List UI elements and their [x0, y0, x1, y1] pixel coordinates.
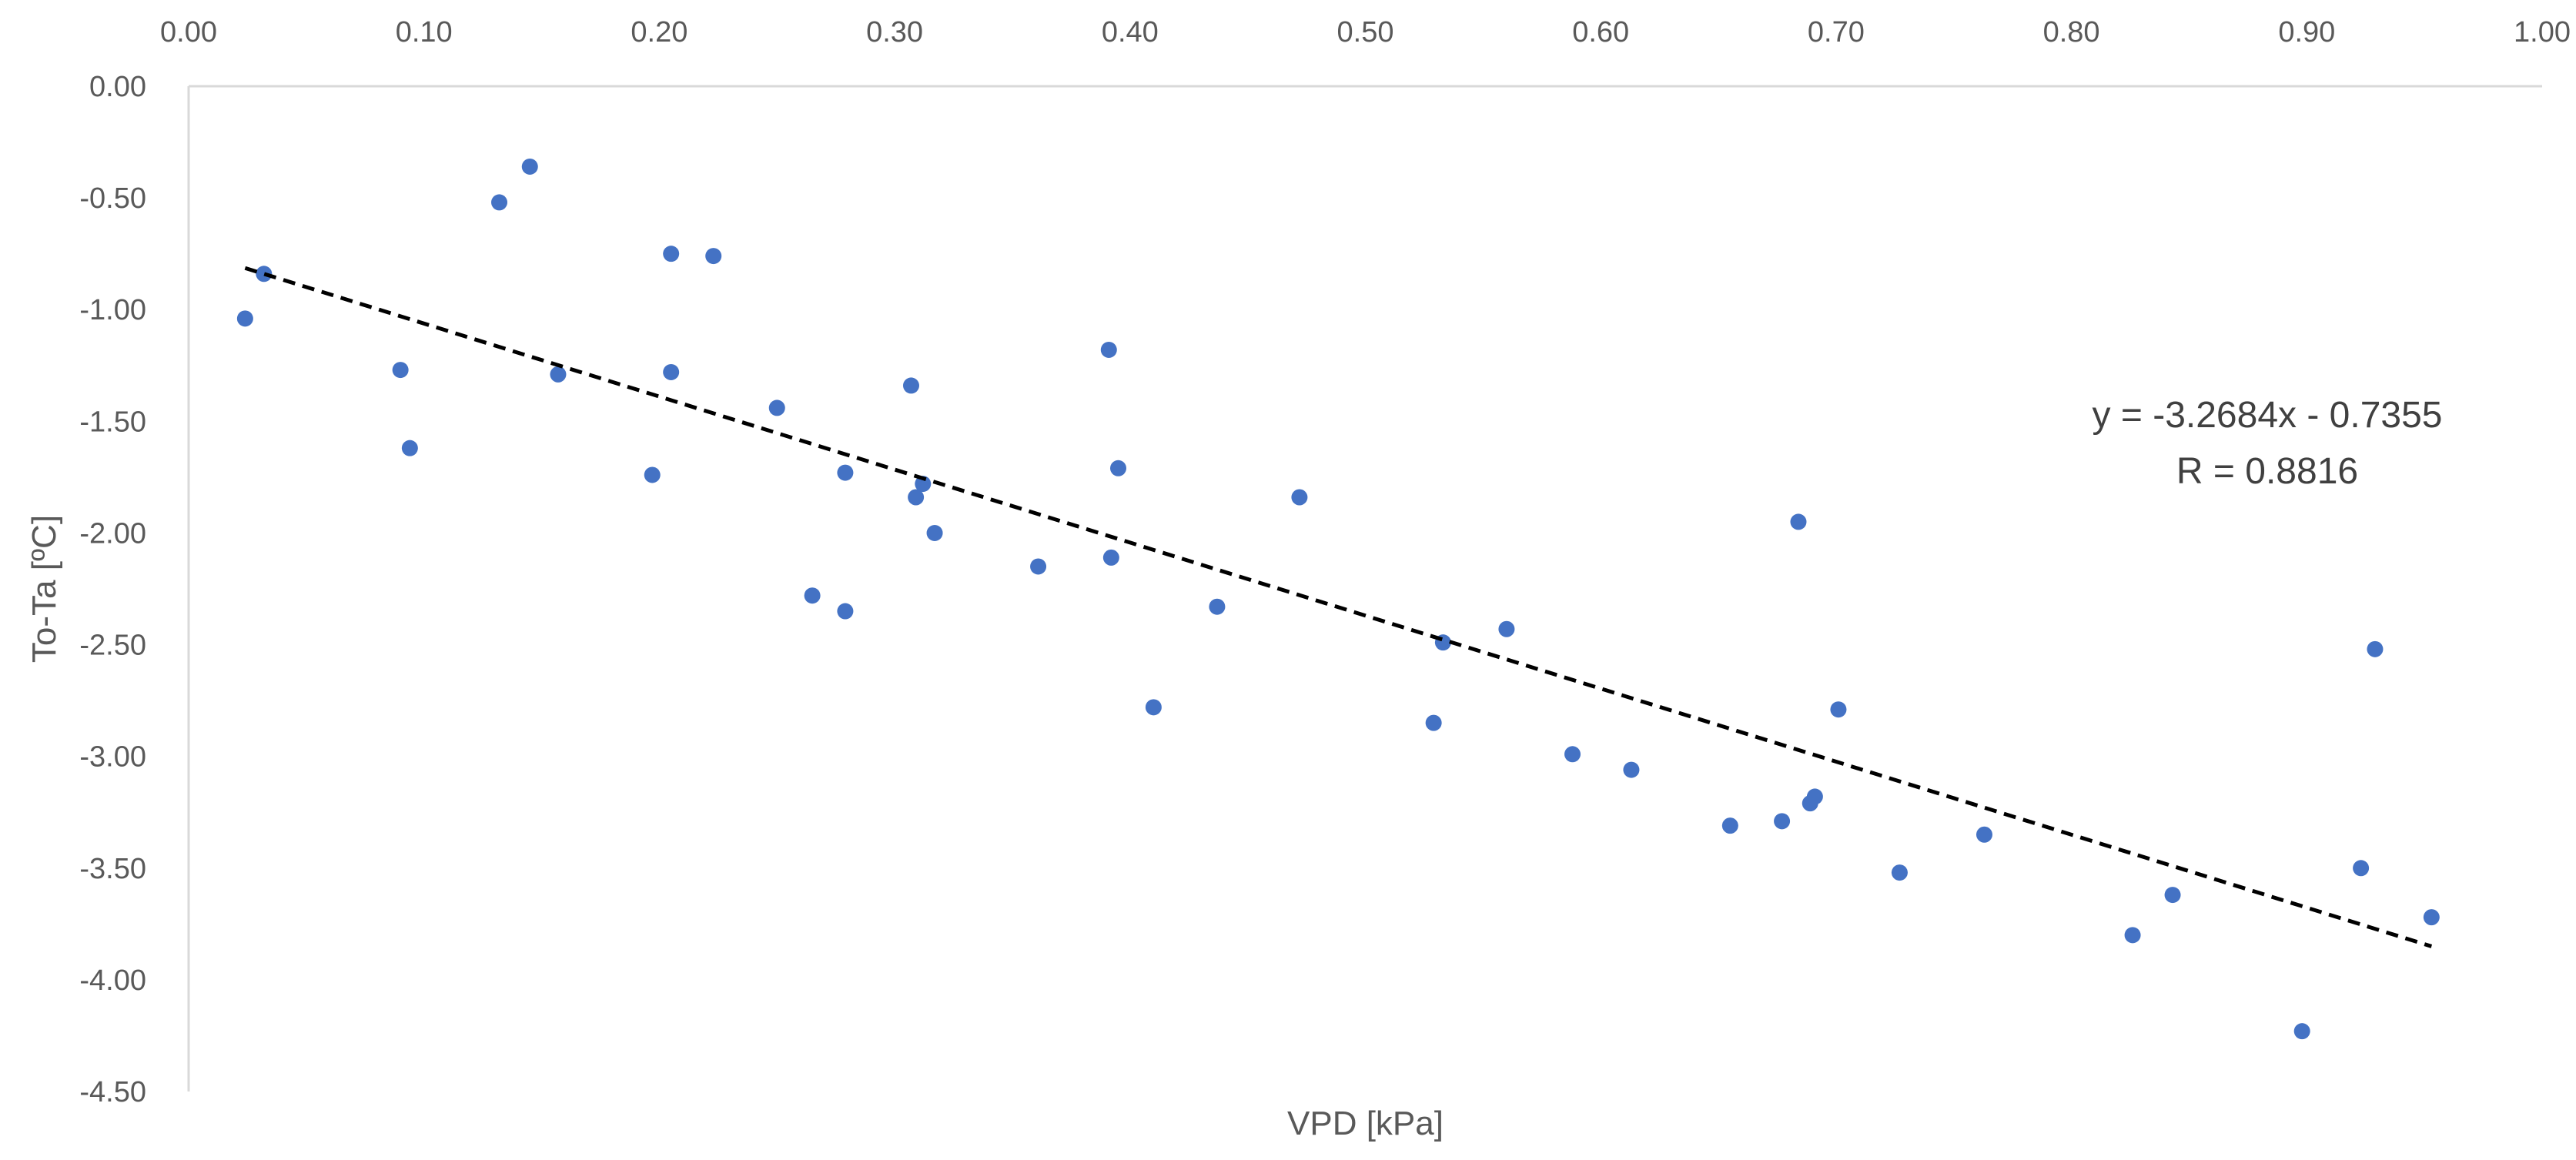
x-axis-title: VPD [kPa] — [1287, 1105, 1444, 1142]
data-point — [1975, 826, 1992, 843]
x-tick-label: 0.40 — [1102, 16, 1159, 48]
x-tick-label: 1.00 — [2514, 16, 2571, 48]
x-tick-label: 0.70 — [1808, 16, 1865, 48]
data-point — [1498, 620, 1515, 637]
data-point — [1891, 864, 1908, 881]
data-point — [1623, 761, 1640, 778]
data-point — [2353, 860, 2370, 877]
data-point — [2367, 640, 2384, 657]
x-tick-label: 0.20 — [631, 16, 687, 48]
data-point — [902, 377, 919, 394]
data-point — [1830, 701, 1847, 718]
data-point — [2423, 909, 2440, 926]
correlation-value: R = 0.8816 — [2176, 451, 2358, 492]
data-point — [837, 603, 854, 620]
data-point — [2164, 887, 2181, 904]
data-point — [1806, 788, 1823, 805]
y-tick-label: -3.00 — [79, 741, 146, 774]
data-point — [1102, 549, 1119, 566]
y-axis-tick-labels: 0.00 -0.50 -1.00 -1.50 -2.00 -2.50 -3.00 -3.50 -… — [79, 71, 146, 1108]
data-point — [1030, 558, 1047, 575]
data-point — [2293, 1023, 2310, 1040]
data-point — [1209, 598, 1226, 615]
data-point — [908, 489, 925, 506]
x-tick-label: 0.60 — [1572, 16, 1629, 48]
data-point — [663, 246, 680, 262]
data-point — [1145, 699, 1162, 716]
x-axis-tick-labels: 0.00 0.10 0.20 0.30 0.40 0.50 0.60 0.70 0.80 0.90… — [160, 16, 2571, 48]
data-point — [926, 524, 943, 541]
data-point — [1110, 460, 1127, 476]
data-point — [1774, 813, 1791, 830]
trendline-equation: y = -3.2684x - 0.7355 — [2093, 395, 2443, 436]
x-tick-label: 0.10 — [396, 16, 453, 48]
data-point — [1291, 489, 1308, 506]
data-point — [491, 194, 508, 211]
data-point — [401, 440, 418, 456]
data-point — [837, 464, 854, 481]
y-tick-label: -4.00 — [79, 964, 146, 997]
x-tick-label: 0.90 — [2278, 16, 2335, 48]
trendline — [244, 266, 2433, 948]
data-point — [915, 476, 932, 493]
y-tick-label: -2.00 — [79, 517, 146, 550]
y-tick-label: -1.00 — [79, 294, 146, 326]
x-tick-label: 0.80 — [2043, 16, 2100, 48]
x-tick-label: 0.50 — [1337, 16, 1394, 48]
data-point — [236, 310, 253, 327]
data-point — [1721, 817, 1738, 834]
data-point — [392, 362, 409, 379]
data-point — [663, 363, 680, 380]
data-point — [2124, 927, 2141, 944]
y-tick-label: 0.00 — [89, 71, 146, 103]
data-point — [521, 158, 538, 175]
data-points — [236, 158, 2440, 1040]
data-point — [1564, 746, 1581, 763]
data-point — [256, 266, 273, 282]
data-point — [644, 466, 661, 483]
data-point — [550, 366, 567, 383]
y-tick-label: -1.50 — [79, 406, 146, 438]
y-axis-title: To-Ta [ºC] — [25, 515, 63, 663]
data-point — [705, 248, 722, 265]
y-tick-label: -4.50 — [79, 1076, 146, 1108]
x-tick-label: 0.30 — [866, 16, 923, 48]
data-point — [1790, 513, 1807, 530]
y-tick-label: -0.50 — [79, 182, 146, 215]
data-point — [768, 399, 785, 416]
data-point — [1425, 714, 1442, 731]
y-tick-label: -3.50 — [79, 853, 146, 885]
data-point — [1100, 341, 1117, 358]
x-tick-label: 0.00 — [160, 16, 217, 48]
y-tick-label: -2.50 — [79, 630, 146, 662]
data-point — [804, 587, 821, 604]
